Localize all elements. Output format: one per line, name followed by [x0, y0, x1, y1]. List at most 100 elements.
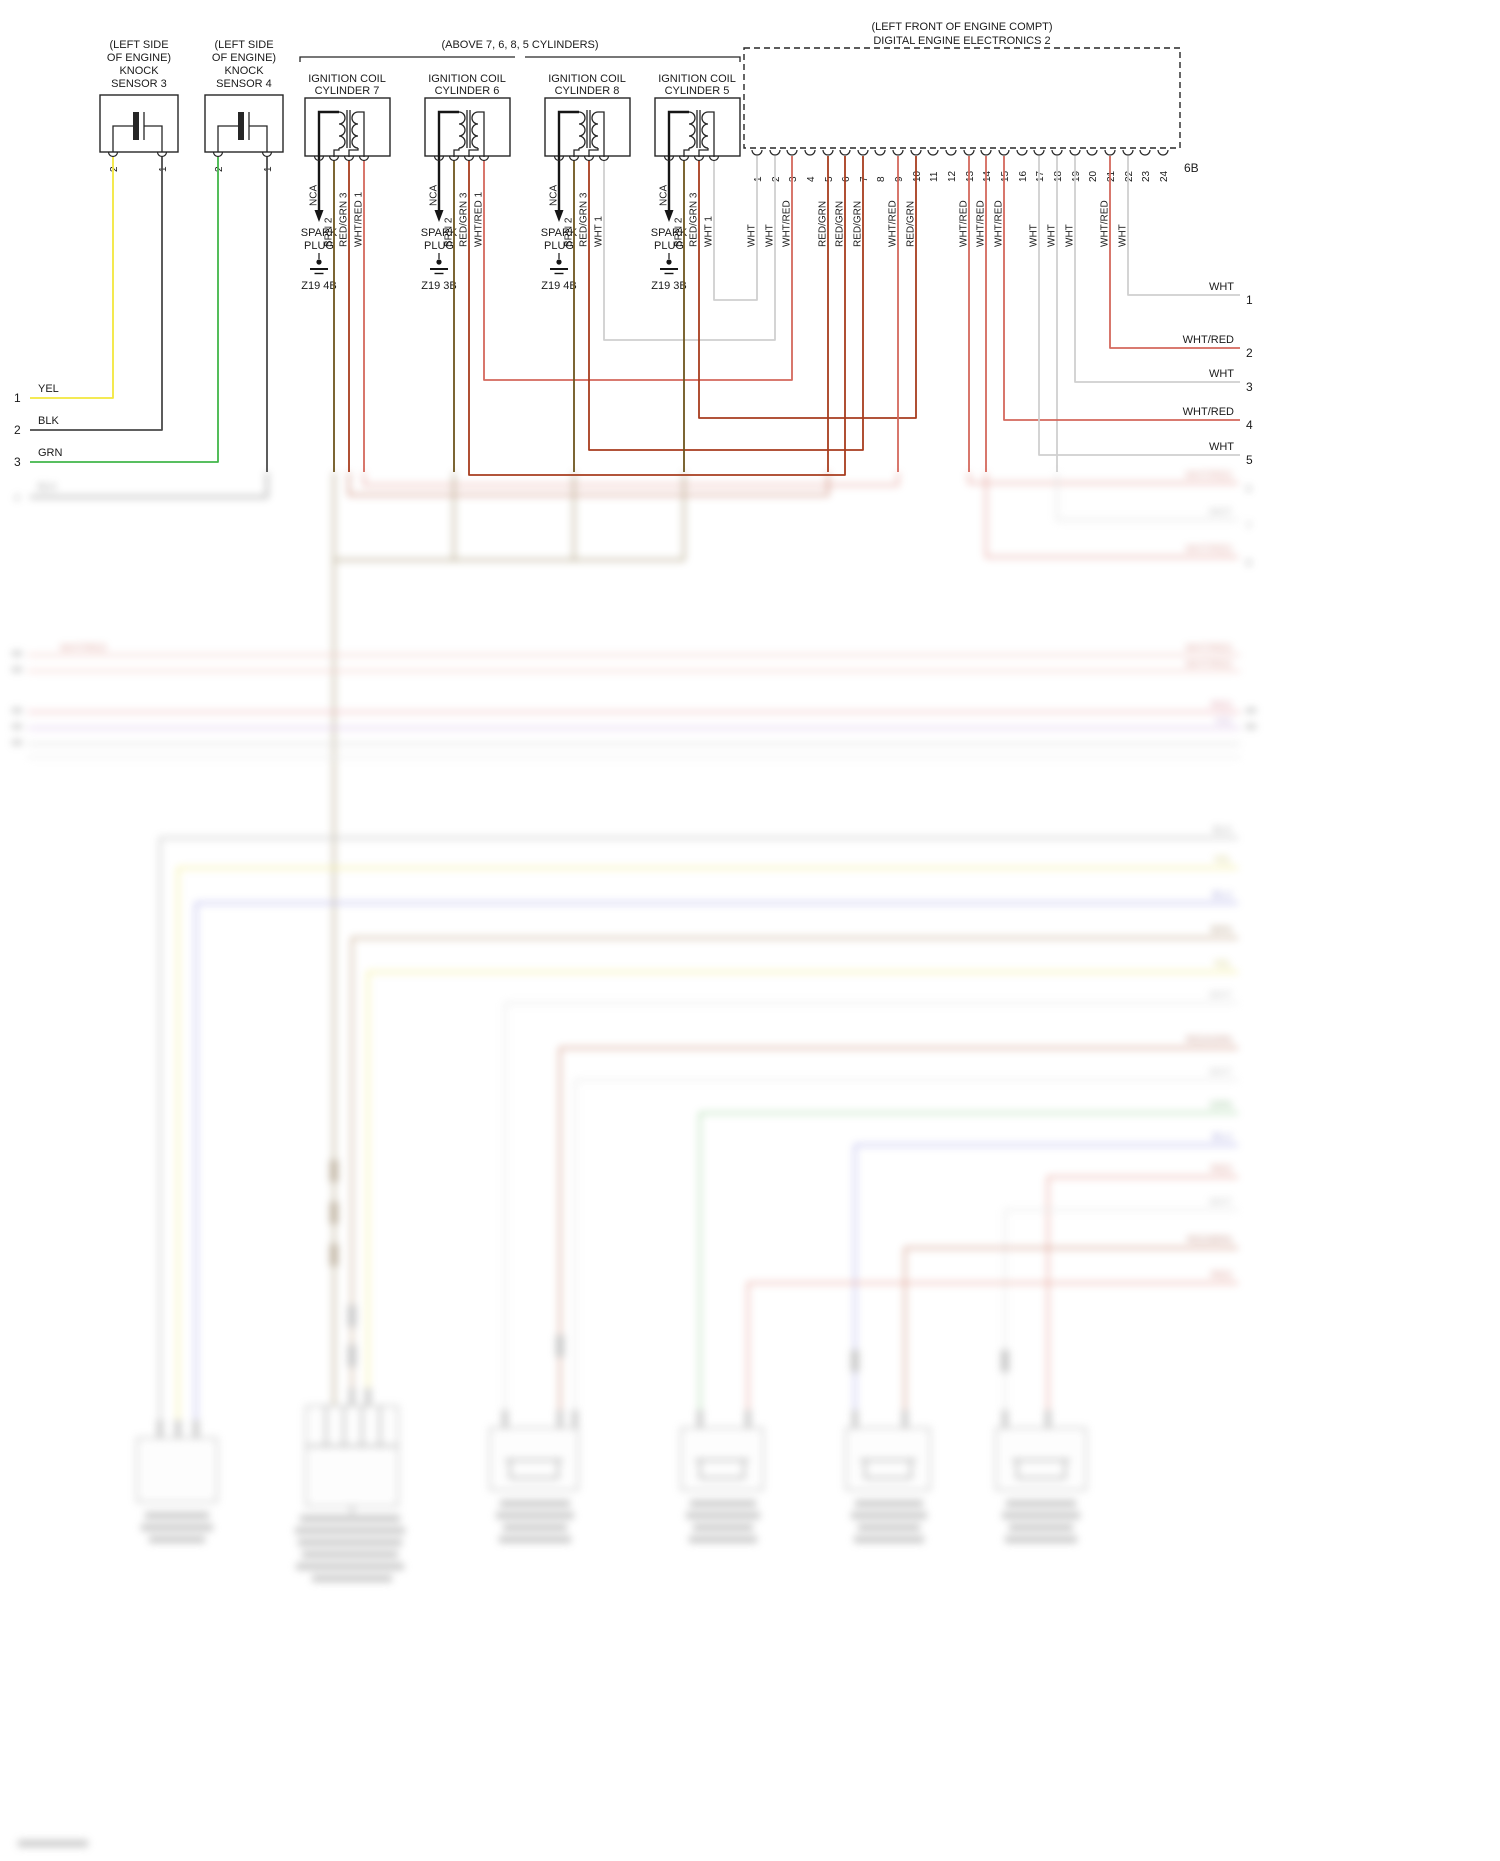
blurred-inline-connectors	[330, 1160, 1009, 1372]
dme-pin-number: 16	[1018, 170, 1029, 182]
pin-connector-icon	[892, 149, 904, 156]
right-terminal-number: 1	[1246, 293, 1253, 307]
dme-connector-id: 6B	[1184, 161, 1199, 175]
right-terminal-number: 4	[1246, 418, 1253, 432]
wire-wht	[504, 1002, 1238, 1428]
wire-wht-red	[1109, 156, 1240, 349]
ground-point-label: Z19 4B	[541, 280, 576, 292]
spark-plug-label: PLUG	[654, 240, 684, 252]
knock-sensor-3-title: (LEFT SIDE	[109, 39, 168, 51]
spark-plug-label: PLUG	[424, 240, 454, 252]
caption-smudge	[295, 1527, 405, 1534]
right-terminal-label: WHT/RED	[1185, 470, 1232, 481]
wire-color-label: RED	[1211, 1270, 1232, 1281]
pin-connector-icon	[980, 149, 992, 156]
ground-icon	[316, 259, 322, 265]
dme-wire-color-label: WHT	[765, 224, 776, 247]
dme-pin-number: 19	[1071, 170, 1082, 182]
dme-pin-number: 10	[912, 170, 923, 182]
pin-connector-icon	[212, 151, 224, 158]
dme-wire-color-label: WHT/RED	[1100, 200, 1111, 247]
caption-smudge	[689, 1536, 757, 1543]
wire-color-label: RED/GRN 3	[339, 192, 350, 247]
knock-sensor-4-title: SENSOR 4	[216, 78, 272, 90]
caption-smudge	[858, 1524, 920, 1531]
right-terminal-number: 5	[1246, 453, 1253, 467]
coil-winding-icon	[701, 111, 709, 149]
knock-sensor-3: (LEFT SIDE OF ENGINE) KNOCK SENSOR 3 2 1	[99, 39, 179, 172]
wire-color-label: WHT	[1209, 990, 1232, 1001]
knock-sensor-symbol	[112, 125, 133, 152]
pin-connector-icon	[910, 149, 922, 156]
caption-smudge	[496, 1512, 574, 1519]
caption-smudge	[693, 1524, 753, 1531]
wire-red	[747, 1282, 1238, 1428]
wire-grn	[30, 157, 219, 463]
ground-icon	[556, 259, 562, 265]
dme-pin-number: 9	[894, 176, 905, 182]
wire-color-label: BRN	[1211, 925, 1232, 936]
pin-connector-icon	[822, 149, 834, 156]
pin-stub	[557, 1410, 563, 1427]
dme-wire-color-label: RED/GRN	[906, 201, 917, 247]
knock-sensor-symbol	[238, 112, 244, 140]
knock-sensor-4: (LEFT SIDE OF ENGINE) KNOCK SENSOR 4 2 1	[204, 39, 284, 172]
wire-red-grn	[698, 156, 917, 419]
wire-color-label: BRN 2	[564, 217, 575, 247]
wire-wht	[574, 1079, 1238, 1428]
wire-yel	[30, 157, 114, 399]
wire-color-label: RED	[1211, 700, 1232, 711]
pin-connector-icon	[708, 155, 720, 162]
right-terminal-label: WHT	[1209, 281, 1234, 293]
inline-connector-icon	[1001, 1350, 1009, 1372]
wire-wht	[1038, 156, 1240, 456]
coil-lead	[453, 111, 485, 157]
caption-smudge	[500, 1500, 570, 1507]
caption-smudge	[503, 1524, 567, 1531]
pin-connector-icon	[804, 149, 816, 156]
wire-blu	[195, 902, 1238, 1438]
wire-color-label: NCA	[309, 185, 320, 206]
pin-connector-icon	[107, 151, 119, 158]
terminal-number-smudge	[12, 724, 22, 729]
pin-connector-icon	[261, 151, 273, 158]
wire-color-label: WHT	[1209, 1067, 1232, 1078]
coil-winding-icon	[338, 111, 346, 149]
ground-icon	[666, 259, 672, 265]
dme-pin-number: 15	[1000, 170, 1011, 182]
pin-number: 1	[158, 166, 169, 172]
wire-color-label: RED/GRN	[1186, 1035, 1232, 1046]
dme-pin-number: 14	[982, 170, 993, 182]
pin-connector-icon	[328, 155, 340, 162]
wire-color-label: BLU	[1213, 1132, 1232, 1143]
component-box-detail	[1012, 1459, 1070, 1479]
caption-smudge	[851, 1512, 927, 1519]
arrow-down-icon	[554, 210, 564, 222]
wire-color-label: RED/GRN 3	[459, 192, 470, 247]
spark-plug-label: SPARK	[651, 227, 688, 239]
pin-connector-icon	[1122, 149, 1134, 156]
pin-stub	[193, 1420, 199, 1437]
dme-wire-color-label: WHT	[1065, 224, 1076, 247]
wire-color-label: WHT/RED 1	[354, 192, 365, 247]
coil-title: IGNITION COIL	[428, 73, 506, 85]
inline-connector-icon	[851, 1350, 859, 1372]
wire-wht-red	[363, 472, 899, 486]
pin-connector-icon	[1086, 149, 1098, 156]
component-box	[489, 1427, 579, 1491]
terminal-number-smudge	[12, 708, 22, 713]
pin-stub	[175, 1420, 181, 1437]
coil-title: CYLINDER 7	[315, 85, 380, 97]
pin-connector-icon	[663, 155, 675, 162]
right-terminal-label: WHT	[1209, 441, 1234, 453]
left-terminal-label: GRN	[38, 447, 63, 459]
wire-wht-red	[1003, 156, 1240, 421]
wire-wht-red	[968, 472, 1238, 484]
pin-number: 2	[109, 166, 120, 172]
caption-smudge	[141, 1524, 213, 1531]
right-terminal-number: 3	[1246, 380, 1253, 394]
caption-smudge	[296, 1563, 404, 1570]
wire-blk	[159, 837, 1238, 1438]
wire-blu	[854, 1144, 1238, 1428]
wire-wht	[1074, 156, 1240, 383]
